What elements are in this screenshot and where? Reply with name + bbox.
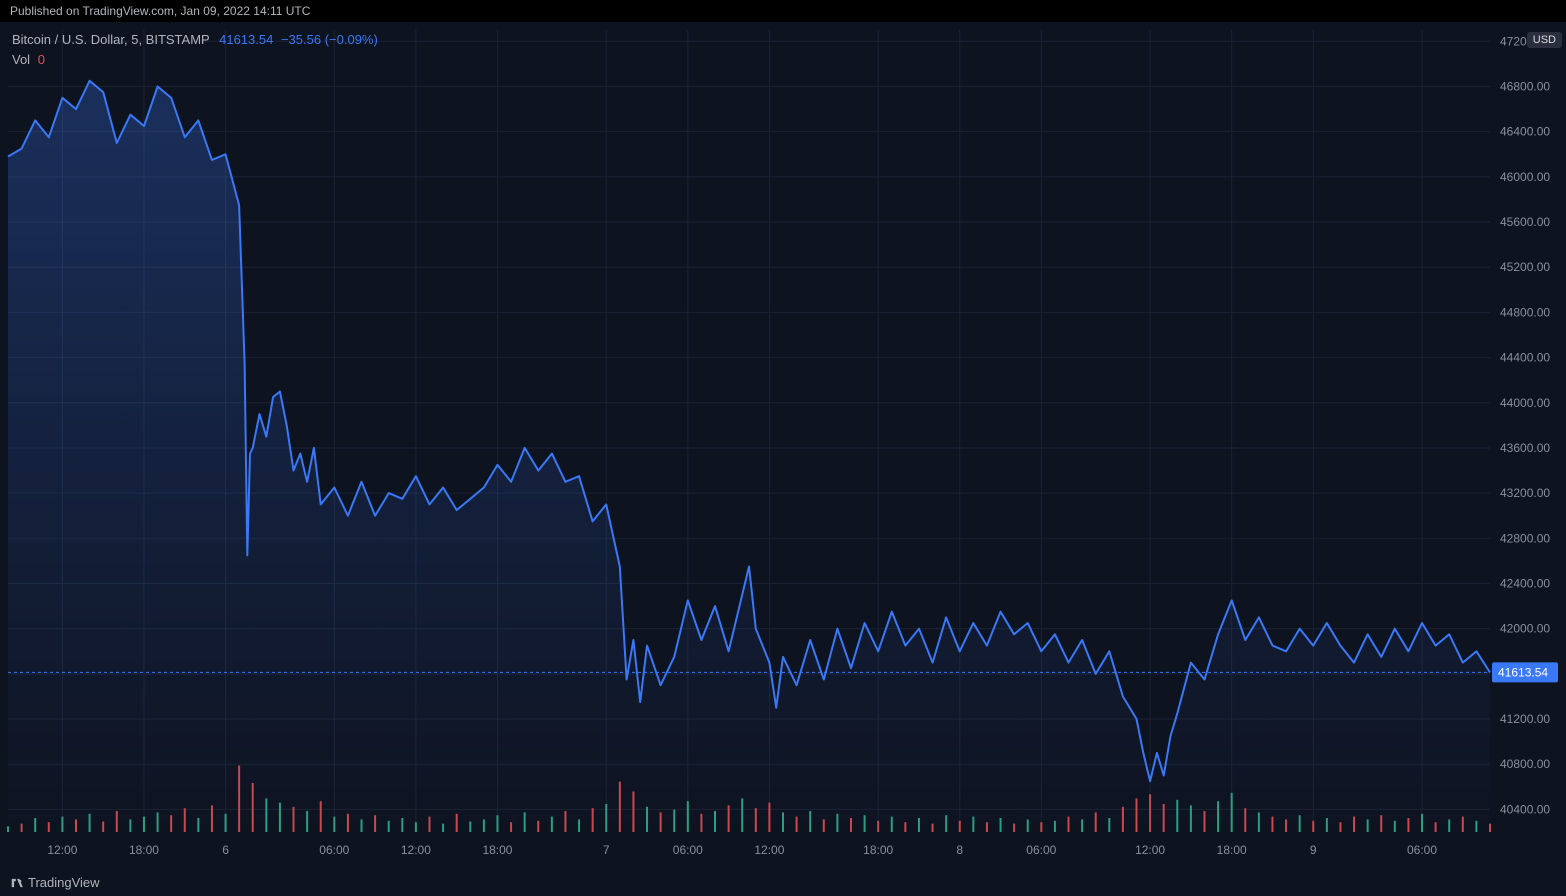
svg-text:18:00: 18:00 xyxy=(1217,843,1247,857)
tradingview-branding[interactable]: TradingView xyxy=(10,875,100,890)
svg-text:18:00: 18:00 xyxy=(863,843,893,857)
svg-text:06:00: 06:00 xyxy=(319,843,349,857)
tradingview-logo-icon xyxy=(10,876,24,890)
publish-header: Published on TradingView.com, Jan 09, 20… xyxy=(0,0,1566,22)
svg-text:12:00: 12:00 xyxy=(47,843,77,857)
svg-text:43200.00: 43200.00 xyxy=(1500,486,1550,500)
svg-text:6: 6 xyxy=(222,843,229,857)
volume-info: Vol 0 xyxy=(12,52,45,67)
symbol-info: Bitcoin / U.S. Dollar, 5, BITSTAMP 41613… xyxy=(12,32,378,47)
svg-text:40400.00: 40400.00 xyxy=(1500,802,1550,816)
svg-text:42800.00: 42800.00 xyxy=(1500,531,1550,545)
svg-text:18:00: 18:00 xyxy=(129,843,159,857)
last-price: 41613.54 xyxy=(219,32,273,47)
svg-text:41200.00: 41200.00 xyxy=(1500,712,1550,726)
svg-text:45600.00: 45600.00 xyxy=(1500,215,1550,229)
volume-label: Vol xyxy=(12,52,30,67)
chart-container: 47200.0046800.0046400.0046000.0045600.00… xyxy=(0,22,1566,896)
price-chart[interactable]: 47200.0046800.0046400.0046000.0045600.00… xyxy=(0,22,1566,896)
svg-text:8: 8 xyxy=(956,843,963,857)
publish-text: Published on TradingView.com, Jan 09, 20… xyxy=(10,4,310,18)
svg-text:12:00: 12:00 xyxy=(401,843,431,857)
volume-value: 0 xyxy=(38,52,45,67)
svg-text:06:00: 06:00 xyxy=(1026,843,1056,857)
svg-text:44000.00: 44000.00 xyxy=(1500,396,1550,410)
y-axis-unit-badge: USD xyxy=(1527,32,1562,48)
svg-text:12:00: 12:00 xyxy=(1135,843,1165,857)
svg-text:43600.00: 43600.00 xyxy=(1500,441,1550,455)
branding-text: TradingView xyxy=(28,875,100,890)
symbol-label: Bitcoin / U.S. Dollar, 5, BITSTAMP xyxy=(12,32,209,47)
svg-text:44400.00: 44400.00 xyxy=(1500,351,1550,365)
svg-text:46000.00: 46000.00 xyxy=(1500,170,1550,184)
svg-text:7: 7 xyxy=(603,843,610,857)
svg-text:46400.00: 46400.00 xyxy=(1500,125,1550,139)
svg-text:42400.00: 42400.00 xyxy=(1500,576,1550,590)
svg-text:46800.00: 46800.00 xyxy=(1500,79,1550,93)
svg-text:45200.00: 45200.00 xyxy=(1500,260,1550,274)
svg-text:44800.00: 44800.00 xyxy=(1500,305,1550,319)
svg-text:41613.54: 41613.54 xyxy=(1498,665,1548,679)
svg-text:9: 9 xyxy=(1310,843,1317,857)
svg-text:42000.00: 42000.00 xyxy=(1500,622,1550,636)
svg-text:06:00: 06:00 xyxy=(673,843,703,857)
svg-text:06:00: 06:00 xyxy=(1407,843,1437,857)
svg-text:12:00: 12:00 xyxy=(754,843,784,857)
svg-text:40800.00: 40800.00 xyxy=(1500,757,1550,771)
price-change: −35.56 (−0.09%) xyxy=(281,32,378,47)
svg-text:18:00: 18:00 xyxy=(482,843,512,857)
